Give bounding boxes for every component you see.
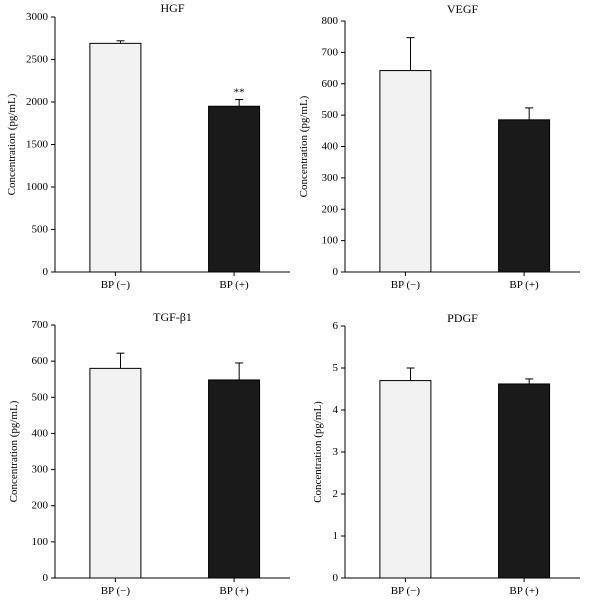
y-tick-label: 100 — [32, 536, 49, 548]
bar-bp-minus — [379, 70, 432, 273]
chart-panel-1: HGF Concentration (pg/mL) 0 500 1000 1500 2000… — [6, 1, 290, 291]
y-tick-label: 200 — [32, 500, 49, 512]
chart-title: TGF-β1 — [153, 310, 192, 324]
y-tick-label: 400 — [322, 141, 339, 153]
y-tick-label: 200 — [322, 203, 339, 215]
chart-title: PDGF — [447, 311, 478, 325]
y-tick-label: 0 — [43, 266, 49, 278]
y-axis-label: Concentration (pg/mL) — [8, 400, 20, 502]
x-tick-label: BP (−) — [101, 279, 131, 291]
y-tick-label: 3 — [333, 446, 339, 458]
x-tick-label: BP (−) — [391, 279, 421, 291]
y-tick-label: 700 — [32, 319, 49, 331]
bar-bp-minus — [379, 380, 432, 579]
chart-title: VEGF — [447, 2, 479, 16]
x-tick-label: BP (−) — [391, 585, 421, 597]
significance-annotation: ** — [234, 86, 245, 98]
y-tick-label: 0 — [43, 572, 49, 584]
x-tick-label: BP (+) — [509, 279, 539, 291]
chart-panel-3: TGF-β1 Concentration (pg/mL) 0 100 200 300 400… — [8, 310, 290, 597]
bar-bp-plus — [498, 119, 551, 273]
y-axis-label: Concentration (pg/mL) — [6, 93, 18, 195]
bar-bp-plus — [498, 383, 551, 579]
bar-bp-plus — [208, 379, 261, 579]
y-tick-label: 100 — [322, 235, 339, 247]
x-tick-label: BP (−) — [101, 585, 131, 597]
y-tick-label: 6 — [333, 320, 339, 332]
bar-bp-minus — [89, 367, 142, 579]
y-tick-label: 300 — [32, 464, 49, 476]
chart-title: HGF — [160, 1, 184, 15]
y-tick-label: 4 — [333, 404, 339, 416]
y-axis-label: Concentration (pg/mL) — [312, 401, 324, 503]
y-tick-label: 600 — [322, 78, 339, 90]
y-tick-label: 2500 — [26, 54, 49, 66]
bar-bp-plus — [208, 105, 261, 273]
x-tick-label: BP (+) — [219, 585, 249, 597]
y-tick-label: 3000 — [26, 11, 49, 23]
bar-bp-minus — [89, 42, 142, 273]
y-tick-label: 2000 — [26, 96, 49, 108]
y-tick-label: 600 — [32, 355, 49, 367]
y-tick-label: 0 — [333, 572, 339, 584]
chart-panel-4: PDGF Concentration (pg/mL) 0 1 2 3 4 5 6 BP (−) BP… — [312, 311, 580, 597]
x-tick-label: BP (+) — [509, 585, 539, 597]
y-axis-label: Concentration (pg/mL) — [298, 95, 310, 197]
y-tick-label: 400 — [32, 427, 49, 439]
y-tick-label: 500 — [32, 391, 49, 403]
y-tick-label: 2 — [333, 488, 339, 500]
y-tick-label: 5 — [333, 362, 339, 374]
x-tick-label: BP (+) — [219, 279, 249, 291]
y-tick-label: 1 — [333, 530, 339, 542]
y-tick-label: 700 — [322, 46, 339, 58]
y-tick-label: 500 — [322, 109, 339, 121]
y-tick-label: 0 — [333, 266, 339, 278]
y-tick-label: 300 — [322, 172, 339, 184]
y-tick-label: 1000 — [26, 181, 49, 193]
y-tick-label: 500 — [32, 224, 49, 236]
y-tick-label: 1500 — [26, 139, 49, 151]
y-tick-label: 800 — [322, 15, 339, 27]
chart-panel-2: VEGF Concentration (pg/mL) 0 100 200 300 400 50… — [298, 2, 580, 291]
